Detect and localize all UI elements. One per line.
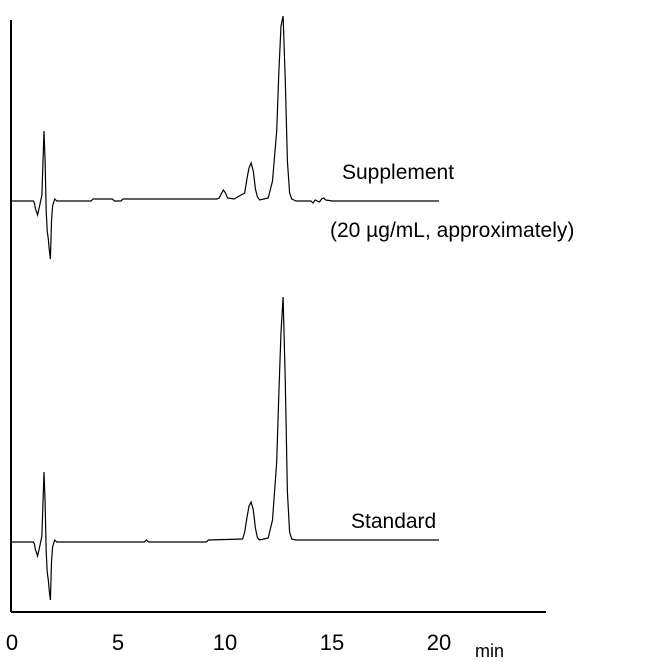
supplement-trace bbox=[12, 15, 439, 260]
x-tick-label: 20 bbox=[427, 630, 451, 655]
supplement-concentration-label: (20 µg/mL, approximately) bbox=[330, 219, 574, 242]
supplement-label: Supplement bbox=[342, 161, 454, 184]
x-tick-label: 0 bbox=[6, 630, 18, 655]
standard-trace bbox=[12, 296, 439, 601]
x-unit-label: min bbox=[475, 641, 504, 661]
x-tick-label: 5 bbox=[112, 630, 124, 655]
standard-label: Standard bbox=[351, 510, 436, 533]
x-tick-label: 15 bbox=[320, 630, 344, 655]
x-tick-label: 10 bbox=[213, 630, 237, 655]
